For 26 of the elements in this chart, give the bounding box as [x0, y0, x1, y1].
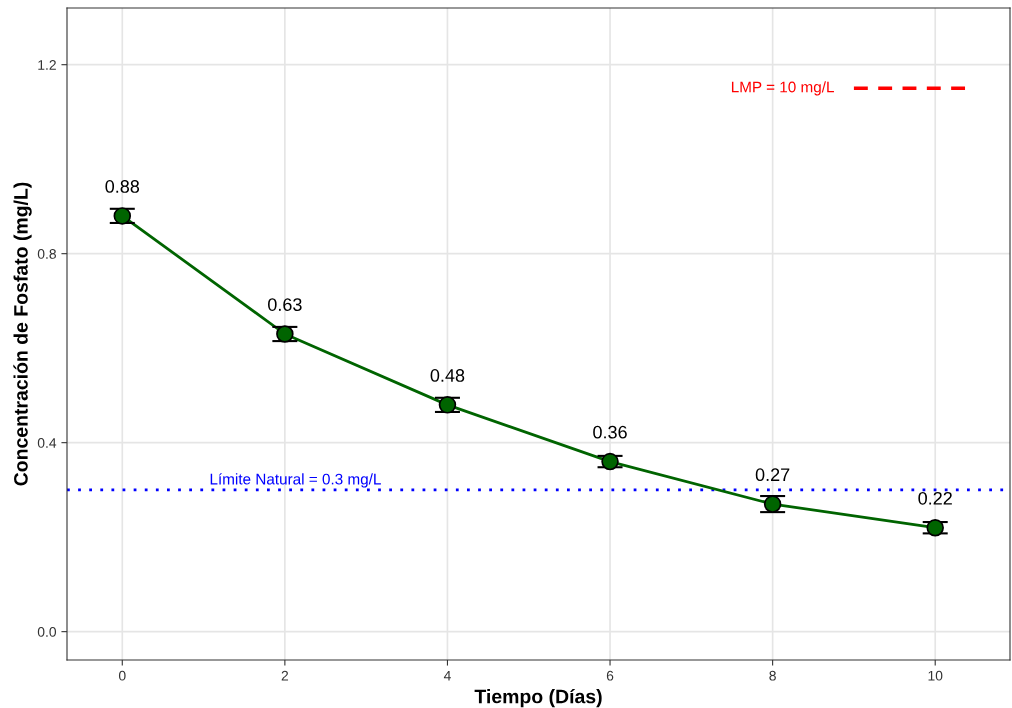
- point: [276, 325, 294, 343]
- data-label: 0.22: [918, 491, 952, 505]
- y-tick-label: 0.4: [37, 438, 57, 448]
- x-tick-label: 2: [281, 670, 289, 681]
- x-tick-label: 6: [606, 670, 614, 681]
- data-label: 0.27: [755, 468, 790, 482]
- point: [763, 495, 782, 513]
- point: [438, 396, 457, 414]
- data-label: 0.36: [593, 425, 627, 439]
- y-tick-label: 1.2: [38, 60, 56, 70]
- series-label: LMP = 10 mg/L: [731, 81, 834, 96]
- ref-line-label: Límite Natural = 0.3 mg/L: [210, 473, 381, 488]
- x-axis-title: Tiempo (Días): [474, 688, 602, 708]
- y-axis-title: Concentración de Fosfato (mg/L): [13, 182, 32, 486]
- y-tick-label: 0.0: [37, 626, 57, 637]
- x-tick-label: 0: [118, 670, 126, 681]
- point: [926, 518, 944, 537]
- x-tick-label: 8: [769, 670, 776, 681]
- point: [601, 452, 619, 471]
- x-tick-label: 4: [443, 670, 451, 681]
- data-label: 0.88: [105, 180, 140, 193]
- y-tick-label: 0.8: [37, 249, 56, 259]
- x-tick-label: 10: [928, 670, 943, 681]
- data-label: 0.48: [430, 369, 465, 382]
- data-label: 0.63: [268, 298, 302, 311]
- point: [113, 207, 132, 225]
